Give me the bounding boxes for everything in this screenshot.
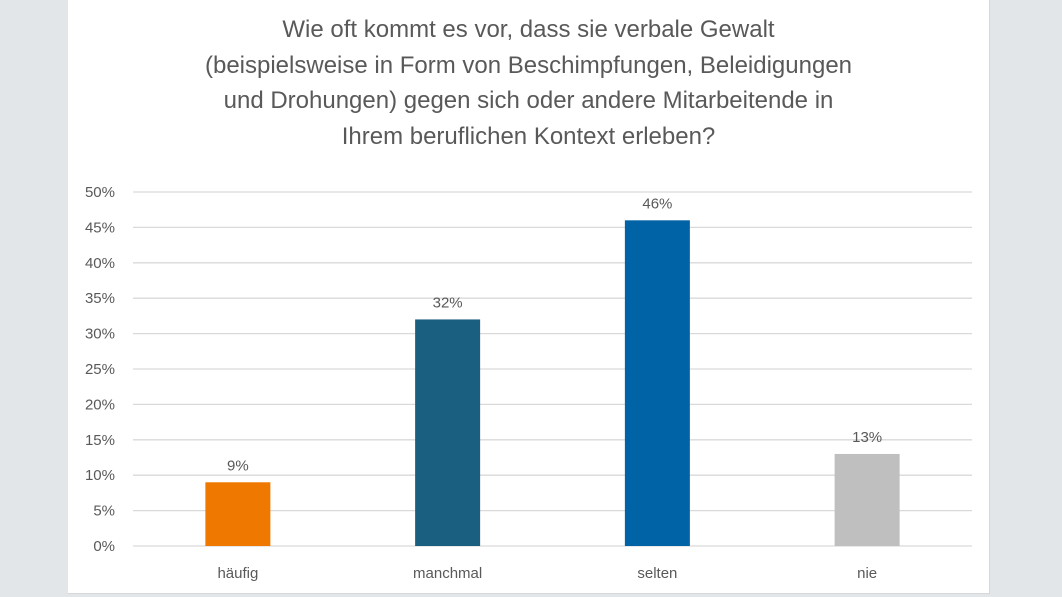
data-label: 13%	[852, 429, 882, 446]
y-tick-label: 35%	[85, 290, 115, 307]
y-tick-label: 25%	[85, 361, 115, 378]
bar-häufig	[205, 482, 271, 546]
y-tick-label: 45%	[85, 219, 115, 236]
y-tick-label: 20%	[85, 396, 115, 413]
bar-nie	[834, 453, 900, 546]
chart-title-line: Wie oft kommt es vor, dass sie verbale G…	[282, 16, 775, 43]
data-label: 46%	[642, 195, 672, 212]
y-tick-label: 15%	[85, 432, 115, 449]
chart-title: Wie oft kommt es vor, dass sie verbale G…	[68, 12, 989, 154]
data-label: 32%	[433, 294, 463, 311]
chart-title-line: Ihrem beruflichen Kontext erleben?	[341, 122, 716, 150]
y-tick-label: 40%	[85, 255, 115, 272]
bar-manchmal	[415, 319, 481, 546]
bar-selten	[624, 220, 690, 546]
y-tick-label: 5%	[93, 503, 115, 520]
x-tick-label: manchmal	[413, 565, 482, 582]
x-tick-label: selten	[637, 565, 677, 582]
y-tick-label: 10%	[85, 467, 115, 484]
y-tick-label: 30%	[85, 326, 115, 343]
chart-title-line: und Drohungen) gegen sich oder andere Mi…	[223, 87, 834, 114]
data-label: 9%	[227, 457, 249, 474]
y-tick-label: 50%	[85, 184, 115, 201]
x-tick-label: häufig	[217, 565, 258, 582]
chart-title-line: (beispielsweise in Form von Beschimpfung…	[204, 51, 853, 79]
x-tick-label: nie	[857, 565, 877, 582]
y-tick-label: 0%	[93, 538, 115, 555]
